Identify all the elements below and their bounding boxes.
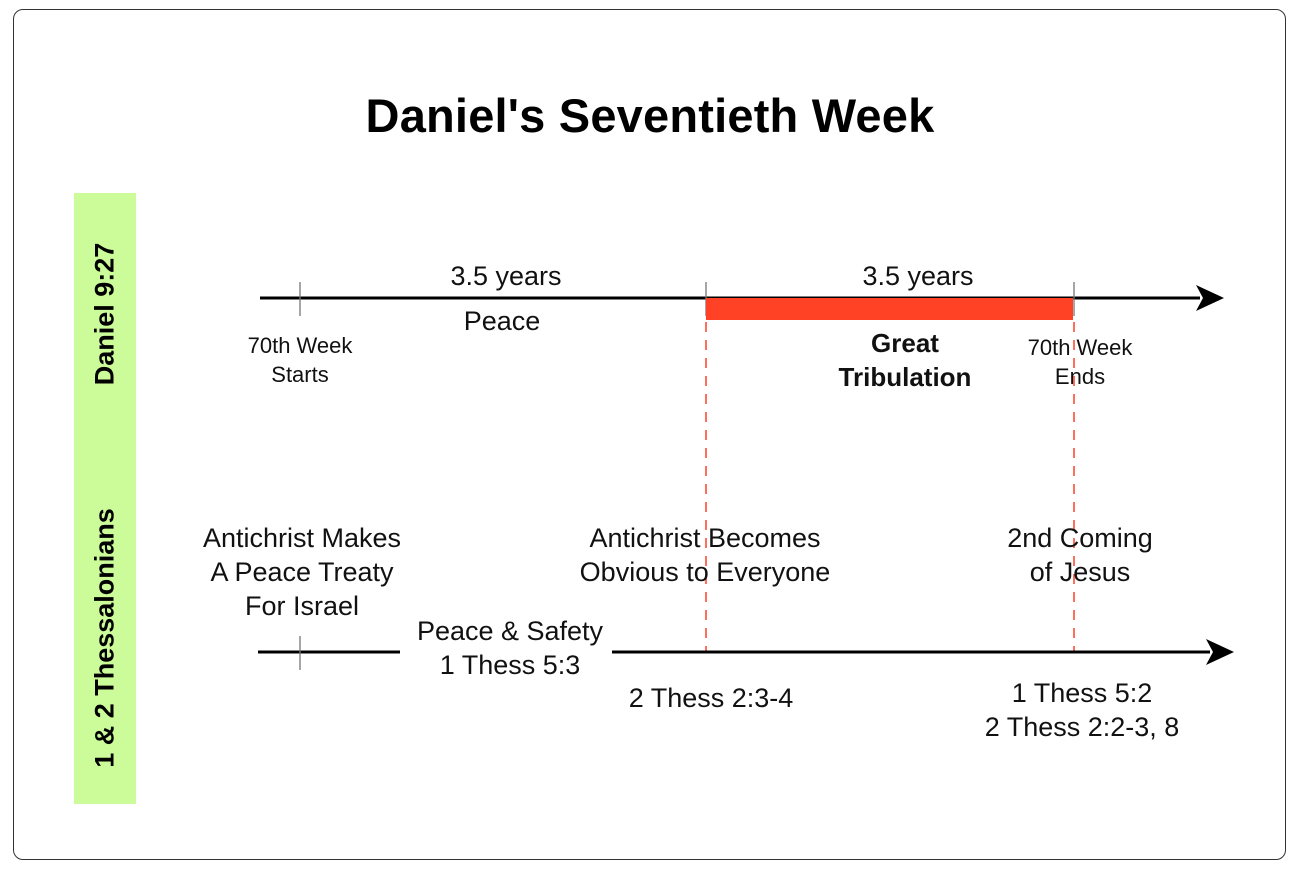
duration-second-half: 3.5 years — [862, 261, 974, 291]
ref-peace-safety: Peace & Safety 1 Thess 5:3 — [416, 616, 604, 680]
label-peace: Peace — [463, 306, 541, 336]
ref-2-thess-2-3-4: 2 Thess 2:3-4 — [628, 683, 794, 713]
label-week-start: 70th Week Starts — [247, 333, 353, 387]
side-band — [74, 193, 136, 804]
thess-timeline-arrowhead — [1206, 639, 1234, 665]
label-week-end: 70th Week Ends — [1027, 335, 1133, 389]
event-peace-treaty: Antichrist Makes A Peace Treaty For Isra… — [202, 523, 402, 621]
diagram-title: Daniel's Seventieth Week — [365, 89, 935, 142]
ref-second-coming: 1 Thess 5:2 2 Thess 2:2-3, 8 — [984, 678, 1180, 742]
event-antichrist-revealed: Antichrist Becomes Obvious to Everyone — [579, 523, 831, 587]
duration-first-half: 3.5 years — [450, 261, 562, 291]
tribulation-bar — [706, 298, 1073, 320]
event-second-coming: 2nd Coming of Jesus — [1007, 523, 1153, 587]
daniel-timeline-arrowhead — [1196, 285, 1224, 311]
label-great-tribulation: Great Tribulation — [838, 328, 972, 392]
